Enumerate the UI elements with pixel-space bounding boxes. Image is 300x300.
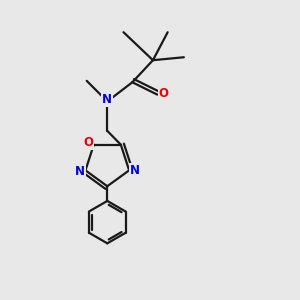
Text: N: N [75,165,85,178]
Text: O: O [83,136,94,149]
Text: N: N [102,93,112,106]
Text: N: N [130,164,140,177]
Text: O: O [159,87,169,100]
